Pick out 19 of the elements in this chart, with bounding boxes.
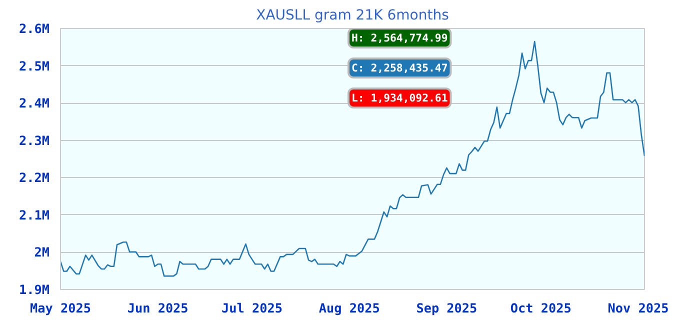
x-tick-label: Oct 2025 xyxy=(510,300,572,316)
annotation: C: 2,258,435.47 xyxy=(352,62,448,74)
y-tick-label: 2M xyxy=(34,244,50,260)
x-tick-label: Jul 2025 xyxy=(222,300,283,316)
x-tick-label: Aug 2025 xyxy=(318,300,380,316)
y-tick-label: 2.4M xyxy=(19,96,50,111)
x-tick-label: Sep 2025 xyxy=(416,300,478,316)
x-tick-label: Jun 2025 xyxy=(127,300,188,316)
annotation: L: 1,934,092.61 xyxy=(352,92,448,104)
y-tick-label: 1.9M xyxy=(19,282,50,297)
y-tick-label: 2.5M xyxy=(19,58,50,74)
x-tick-label: Nov 2025 xyxy=(608,300,669,316)
y-tick-label: 2.6M xyxy=(19,21,50,36)
annotation: H: 2,564,774.99 xyxy=(352,32,448,44)
x-tick-label: May 2025 xyxy=(30,300,91,316)
chart-title: XAUSLL gram 21K 6months xyxy=(256,8,449,24)
y-tick-label: 2.2M xyxy=(19,170,50,186)
y-tick-label: 2.1M xyxy=(19,207,50,222)
y-tick-label: 2.3M xyxy=(19,132,50,148)
